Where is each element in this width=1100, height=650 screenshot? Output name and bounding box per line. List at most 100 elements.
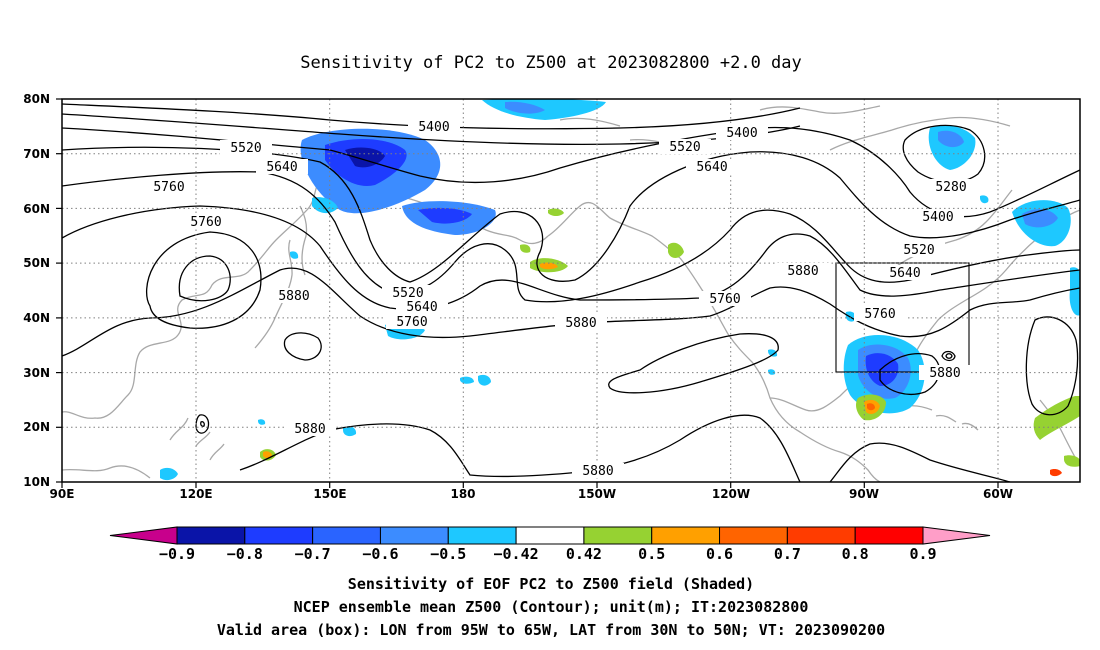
contour-label: 5640 [879, 265, 931, 281]
colorbar-labels: −0.9 −0.8 −0.7 −0.6 −0.5 −0.42 0.42 0.5 0.6 0.7 0.… [159, 545, 937, 563]
lat-label: 50N [23, 256, 50, 270]
svg-text:5760: 5760 [396, 315, 427, 330]
latitude-labels: 80N 70N 60N 50N 40N 30N 20N 10N [23, 92, 50, 489]
svg-text:5880: 5880 [929, 366, 960, 381]
colorbar-left-arrow [109, 526, 178, 545]
contour-label: 5400 [408, 119, 460, 135]
svg-text:5640: 5640 [889, 266, 920, 281]
colorbar-swatch [583, 526, 653, 545]
contour-label: 5520 [382, 285, 434, 301]
contour-label: 5880 [777, 263, 829, 279]
map-frame [61, 98, 1081, 483]
lat-label: 70N [23, 147, 50, 161]
map-background [62, 99, 1080, 482]
colorbar-swatch [854, 526, 924, 545]
contour-label: 5760 [386, 314, 438, 330]
contour-label-group: 5400 5520 5640 5760 5760 5880 5520 5640 … [143, 119, 977, 479]
contour-label: 5760 [699, 291, 751, 307]
colorbar-swatch [244, 526, 314, 545]
contour-label: 5760 [854, 306, 906, 322]
contour-label: 5880 [284, 421, 336, 437]
lon-label: 60W [983, 487, 1013, 501]
svg-text:5400: 5400 [922, 210, 953, 225]
colorbar-swatch [379, 526, 449, 545]
svg-text:5520: 5520 [230, 141, 261, 156]
contour-label: 5520 [659, 139, 711, 155]
svg-text:5640: 5640 [406, 300, 437, 315]
colorbar-swatch [719, 526, 788, 545]
colorbar-label: −0.42 [494, 545, 539, 563]
svg-text:5880: 5880 [278, 289, 309, 304]
colorbar-label: −0.8 [227, 545, 263, 563]
colorbar [109, 526, 991, 545]
colorbar-label: 0.7 [774, 545, 801, 563]
contour-label: 5640 [256, 159, 308, 175]
colorbar-label: −0.7 [295, 545, 331, 563]
map-panel: 5400 5520 5640 5760 5760 5880 5520 5640 … [23, 92, 1081, 501]
caption-line-1: Sensitivity of EOF PC2 to Z500 field (Sh… [348, 575, 754, 593]
svg-text:5880: 5880 [582, 464, 613, 479]
contour-label: 5760 [143, 179, 195, 195]
svg-text:5520: 5520 [903, 243, 934, 258]
svg-text:5880: 5880 [565, 316, 596, 331]
svg-text:5520: 5520 [392, 286, 423, 301]
contour-label: 5640 [396, 299, 448, 315]
colorbar-swatch [176, 526, 246, 545]
svg-text:5880: 5880 [294, 422, 325, 437]
lon-label: 90E [50, 487, 75, 501]
svg-text:5400: 5400 [726, 126, 757, 141]
contour-label: 5520 [893, 242, 945, 258]
lon-label: 150E [313, 487, 346, 501]
svg-text:5880: 5880 [787, 264, 818, 279]
contour-label: 5880 [572, 463, 624, 479]
contour-label: 5760 [180, 214, 232, 230]
svg-text:5640: 5640 [266, 160, 297, 175]
svg-text:5280: 5280 [935, 180, 966, 195]
contour-label: 5880 [555, 315, 607, 331]
svg-text:5760: 5760 [864, 307, 895, 322]
longitude-labels: 90E 120E 150E 180 150W 120W 90W 60W [50, 487, 1013, 501]
svg-text:5760: 5760 [190, 215, 221, 230]
lon-label: 120E [179, 487, 212, 501]
colorbar-label: −0.6 [362, 545, 398, 563]
map-layers [62, 99, 1080, 482]
colorbar-label: 0.6 [706, 545, 733, 563]
lat-label: 30N [23, 366, 50, 380]
contour-label: 5400 [912, 209, 964, 225]
svg-text:5640: 5640 [696, 160, 727, 175]
figure-title: Sensitivity of PC2 to Z500 at 2023082800… [300, 53, 802, 73]
lon-label: 150W [578, 487, 616, 501]
colorbar-label: 0.9 [909, 545, 936, 563]
colorbar-swatch [515, 526, 585, 545]
axis-ticks [56, 98, 999, 488]
colorbar-label: −0.9 [159, 545, 195, 563]
svg-text:5520: 5520 [669, 140, 700, 155]
lat-label: 10N [23, 475, 50, 489]
contour-label: 5880 [919, 365, 971, 381]
svg-text:5760: 5760 [709, 292, 740, 307]
caption-line-2: NCEP ensemble mean Z500 (Contour); unit(… [294, 598, 809, 616]
colorbar-swatch [786, 526, 856, 545]
colorbar-right-arrow [922, 526, 991, 545]
lon-label: 120W [712, 487, 750, 501]
lat-label: 40N [23, 311, 50, 325]
contour-label: 5880 [268, 288, 320, 304]
colorbar-swatch [651, 526, 721, 545]
caption-line-3: Valid area (box): LON from 95W to 65W, L… [217, 621, 885, 639]
svg-text:5400: 5400 [418, 120, 449, 135]
colorbar-label: 0.8 [842, 545, 869, 563]
contour-label: 5640 [686, 159, 738, 175]
svg-text:5760: 5760 [153, 180, 184, 195]
lat-label: 60N [23, 202, 50, 216]
colorbar-label: −0.5 [430, 545, 466, 563]
contour-label: 5400 [716, 125, 768, 141]
lon-label: 180 [450, 487, 475, 501]
contour-label: 5520 [220, 140, 272, 156]
colorbar-swatch [312, 526, 381, 545]
contour-label: 5280 [925, 179, 977, 195]
lat-label: 80N [23, 92, 50, 106]
lat-label: 20N [23, 420, 50, 434]
colorbar-label: 0.5 [638, 545, 665, 563]
colorbar-swatch [447, 526, 517, 545]
